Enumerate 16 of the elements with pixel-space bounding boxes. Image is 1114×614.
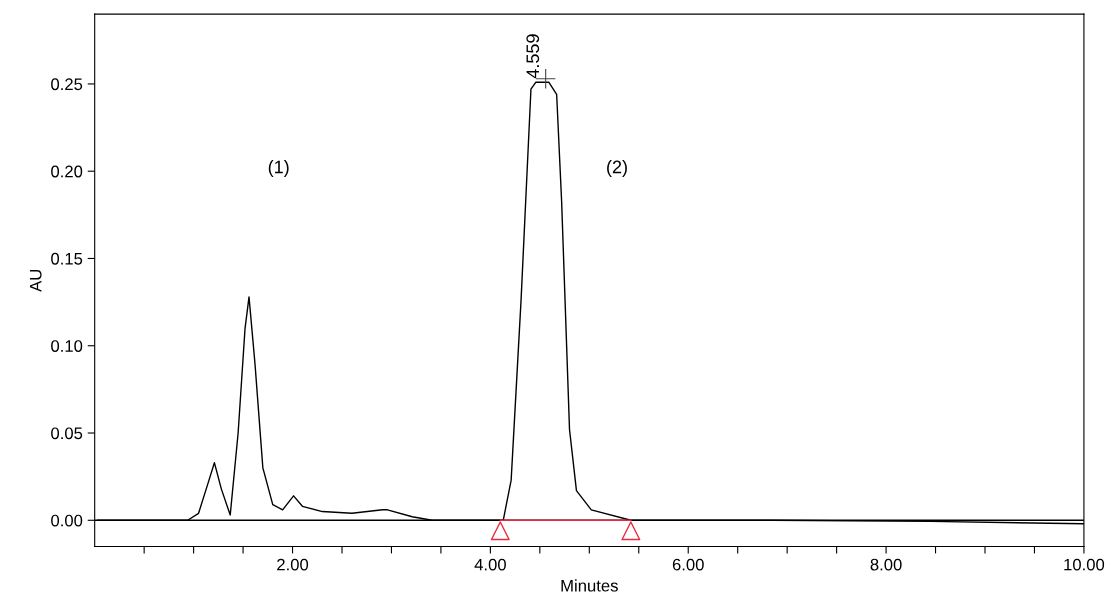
x-tick-label: 10.00 — [1064, 558, 1105, 571]
y-tick-label: 0.00 — [51, 514, 83, 527]
x-tick-label: 6.00 — [672, 558, 704, 571]
annotation: (1) — [268, 160, 289, 177]
x-tick-label: 8.00 — [870, 558, 902, 571]
annotation: (2) — [607, 160, 627, 177]
annotation: 4.559 — [526, 34, 540, 79]
x-tick-label: 4.00 — [474, 558, 506, 571]
y-tick-label: 0.15 — [51, 252, 83, 265]
y-axis-title: AU — [29, 270, 42, 292]
y-tick-label: 0.25 — [51, 78, 83, 91]
y-tick-label: 0.05 — [51, 427, 83, 440]
x-axis-title: Minutes — [561, 579, 618, 592]
x-tick-label: 2.00 — [277, 558, 309, 571]
y-tick-label: 0.20 — [51, 165, 83, 178]
y-tick-label: 0.10 — [51, 340, 83, 352]
